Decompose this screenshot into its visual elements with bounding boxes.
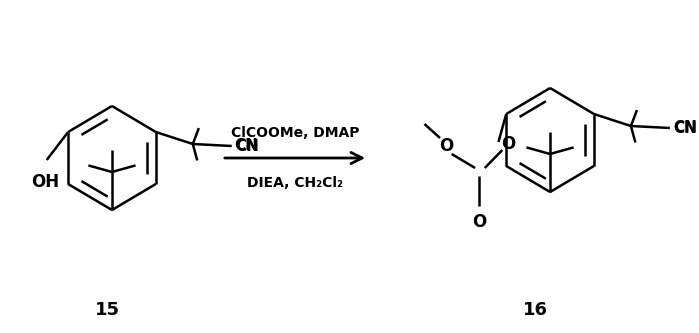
Text: O: O — [472, 213, 486, 231]
Text: DIEA, CH₂Cl₂: DIEA, CH₂Cl₂ — [247, 176, 343, 190]
Text: CN: CN — [236, 139, 259, 154]
Text: 15: 15 — [94, 301, 120, 319]
Text: CN: CN — [235, 139, 259, 154]
Text: 16: 16 — [523, 301, 548, 319]
Text: CN: CN — [674, 121, 698, 136]
Text: CN: CN — [672, 121, 697, 136]
Text: O: O — [439, 137, 453, 155]
Text: O: O — [501, 135, 515, 153]
Text: OH: OH — [31, 173, 59, 191]
Text: ClCOOMe, DMAP: ClCOOMe, DMAP — [231, 126, 359, 140]
